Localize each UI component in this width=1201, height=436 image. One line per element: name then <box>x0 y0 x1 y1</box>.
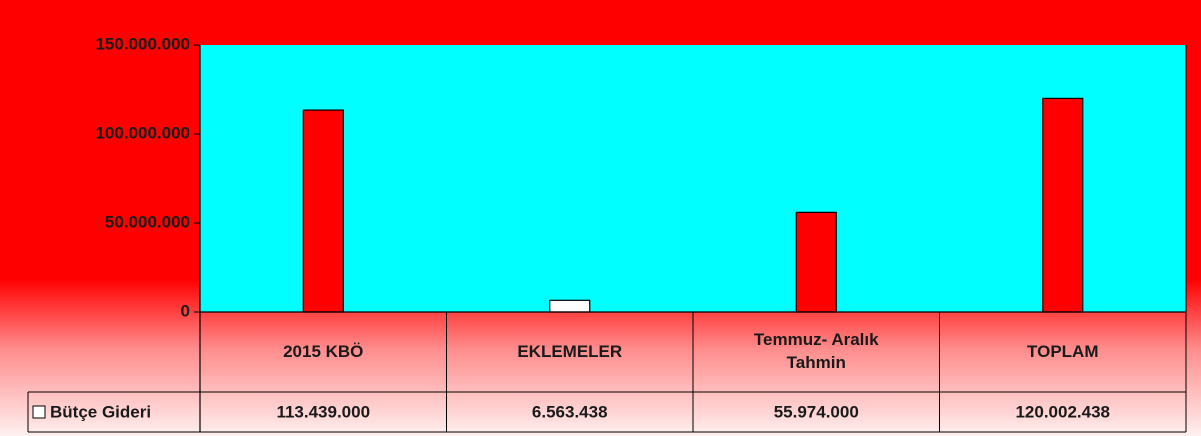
x-tick-label: 2015 KBÖ <box>283 341 364 361</box>
bar <box>1042 97 1084 313</box>
legend-label: Bütçe Gideri <box>50 402 151 421</box>
y-tick-label: 50.000.000 <box>105 212 190 231</box>
data-label: 6.563.438 <box>532 402 608 421</box>
x-tick-label: EKLEMELER <box>517 341 623 361</box>
data-label: 120.002.438 <box>1015 402 1110 421</box>
x-tick-label: TOPLAM <box>1027 341 1099 361</box>
x-tick-label: Temmuz- Aralık Tahmin <box>753 330 879 372</box>
y-tick-label: 0 <box>181 301 190 320</box>
plot-area <box>200 45 1186 312</box>
data-label: 113.439.000 <box>276 402 370 421</box>
bar <box>795 211 837 313</box>
legend-key <box>32 405 46 419</box>
x-tick-label-box: Temmuz- Aralık Tahmin <box>753 330 879 372</box>
bar <box>549 299 591 313</box>
y-tick-label: 150.000.000 <box>95 34 190 53</box>
x-tick-label-box: TOPLAM <box>1027 341 1099 361</box>
x-tick-label-box: EKLEMELER <box>517 341 623 361</box>
y-tick-label: 100.000.000 <box>95 123 190 142</box>
chart-layer: 0 50.000.000 100.000.000 150.000.000 2015 KB… <box>27 34 1187 433</box>
data-label: 55.974.000 <box>774 402 859 421</box>
bar <box>302 109 344 313</box>
x-tick-label-box: 2015 KBÖ <box>283 341 364 361</box>
